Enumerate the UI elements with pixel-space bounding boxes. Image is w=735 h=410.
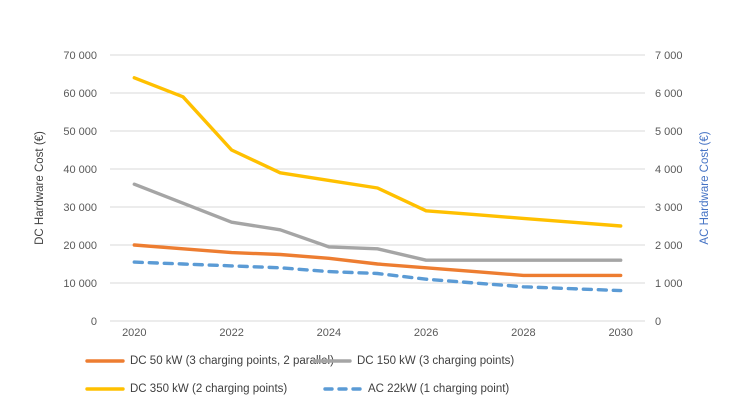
left-axis-tick-label: 70 000 bbox=[63, 50, 97, 62]
legend-swatch-line bbox=[85, 387, 125, 391]
legend-label: DC 150 kW (3 charging points) bbox=[357, 355, 515, 367]
left-axis-tick-label: 20 000 bbox=[63, 240, 97, 252]
series-line-left-solid bbox=[132, 76, 623, 228]
x-axis-tick-label: 2030 bbox=[608, 327, 632, 339]
x-axis-tick-label: 2028 bbox=[511, 327, 535, 339]
legend-item: AC 22kW (1 charging point) bbox=[323, 381, 509, 397]
x-axis-tick-label: 2022 bbox=[219, 327, 243, 339]
series-line-left-solid bbox=[132, 182, 623, 262]
right-axis-title: AC Hardware Cost (€) bbox=[699, 131, 711, 245]
right-axis-tick-label: 2 000 bbox=[655, 240, 683, 252]
right-axis-tick-label: 1 000 bbox=[655, 278, 683, 290]
legend-swatch-dashed-line bbox=[323, 387, 363, 391]
left-axis-tick-label: 40 000 bbox=[63, 164, 97, 176]
legend-label: AC 22kW (1 charging point) bbox=[368, 383, 510, 395]
legend-item: DC 150 kW (3 charging points) bbox=[312, 353, 514, 369]
legend-swatch-line bbox=[85, 359, 125, 363]
legend-label: DC 350 kW (2 charging points) bbox=[130, 383, 288, 395]
right-axis-tick-label: 4 000 bbox=[655, 164, 683, 176]
legend-swatch-line bbox=[312, 359, 352, 363]
legend-item: DC 50 kW (3 charging points, 2 parallel) bbox=[85, 353, 334, 369]
x-axis-tick-label: 2020 bbox=[122, 327, 146, 339]
right-axis-tick-label: 3 000 bbox=[655, 202, 683, 214]
legend-item: DC 350 kW (2 charging points) bbox=[85, 381, 287, 397]
legend-label: DC 50 kW (3 charging points, 2 parallel) bbox=[130, 355, 334, 367]
x-axis-tick-label: 2024 bbox=[317, 327, 341, 339]
plot-area: 0 0 10 000 1 000 20 000 2 000 30 000 3 000 40 00… bbox=[63, 50, 683, 339]
left-axis-title: DC Hardware Cost (€) bbox=[34, 131, 46, 245]
x-axis-tick-label: 2026 bbox=[414, 327, 438, 339]
right-axis-tick-label: 6 000 bbox=[655, 88, 683, 100]
left-axis-tick-label: 60 000 bbox=[63, 88, 97, 100]
left-axis-tick-label: 30 000 bbox=[63, 202, 97, 214]
right-axis-tick-label: 0 bbox=[655, 316, 661, 328]
right-axis-tick-label: 5 000 bbox=[655, 126, 683, 138]
left-axis-tick-label: 50 000 bbox=[63, 126, 97, 138]
right-axis-tick-label: 7 000 bbox=[655, 50, 683, 62]
left-axis-tick-label: 10 000 bbox=[63, 278, 97, 290]
series-line-right-dashed bbox=[132, 260, 623, 293]
series-line-left-solid bbox=[132, 243, 623, 278]
left-axis-tick-label: 0 bbox=[91, 316, 97, 328]
